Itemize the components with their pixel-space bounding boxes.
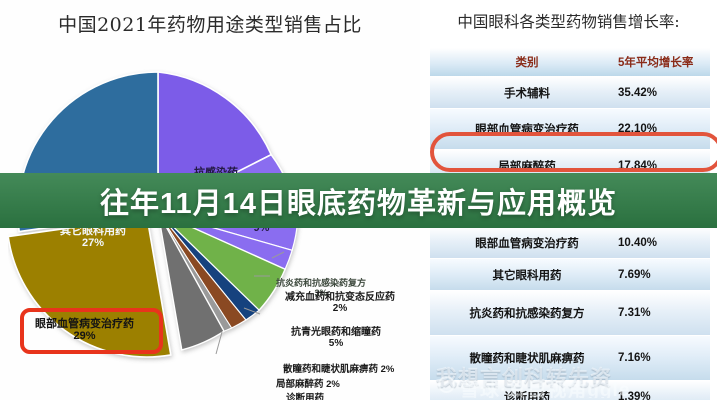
banner-title-text: 往年11月14日眼底药物革新与应用概览 bbox=[100, 187, 617, 220]
table-cell-value: 10.40% bbox=[618, 236, 658, 249]
table-row[interactable]: 手术辅料 35.42% bbox=[430, 77, 710, 109]
table-cell-category: 散瞳药和睫状肌麻痹药 bbox=[469, 353, 585, 365]
table-row[interactable]: 抗炎药和抗感染药复方 7.31% bbox=[430, 291, 710, 336]
table-title: 中国眼科各类型药物销售增长率: bbox=[457, 13, 680, 31]
pie-label-other-ophthalmic: 其它眼科用药 27% bbox=[60, 225, 126, 250]
table-cell-category: 诊断用药 bbox=[504, 391, 550, 400]
table-header-row: 类别 5年平均增长率 bbox=[430, 48, 710, 77]
table-cell-value: 1.39% bbox=[618, 390, 651, 400]
pie-chart-title: 中国2021年药物用途类型销售占比 bbox=[58, 14, 362, 36]
pie-slice-surgical-supply bbox=[157, 211, 225, 351]
title-banner: 往年11月14日眼底药物革新与应用概览 bbox=[0, 173, 717, 228]
table-row[interactable]: 散瞳药和睫状肌麻痹药 7.16% bbox=[430, 336, 710, 381]
table-header-value: 5年平均增长率 bbox=[618, 57, 694, 69]
pie-leader-lines bbox=[215, 251, 285, 355]
table-cell-value: 7.69% bbox=[618, 268, 651, 281]
table-cell-category: 手术辅料 bbox=[504, 87, 550, 100]
pie-label-mydriatic: 散瞳药和睫状肌麻痹药 2% bbox=[283, 364, 395, 375]
table-cell-value: 35.42% bbox=[618, 86, 658, 99]
table-cell-value: 7.16% bbox=[618, 352, 651, 364]
table-row[interactable]: 眼部血管病变治疗药 10.40% bbox=[430, 227, 710, 259]
pie-label-local-anesthetic: 局部麻醉药 2% bbox=[276, 379, 340, 390]
table-row[interactable]: 其它眼科用药 7.69% bbox=[430, 259, 710, 291]
table-highlight-box bbox=[430, 132, 717, 172]
table-cell-category: 其它眼科用药 bbox=[492, 269, 562, 282]
pie-slice-vascular-group bbox=[8, 216, 172, 358]
table-cell-value: 7.31% bbox=[618, 307, 651, 319]
pie-highlight-box bbox=[20, 308, 163, 354]
pie-slice-vascular bbox=[8, 216, 172, 358]
pie-label-vascular: 眼部血管病变治疗药 29% bbox=[35, 318, 134, 343]
table-cell-category: 抗炎药和抗感染药复方 bbox=[469, 308, 585, 320]
pie-label-diagnostic: 诊断用药 1% bbox=[286, 393, 325, 400]
pie-label-compound: 抗炎药和抗感染药复方 3% bbox=[276, 278, 367, 299]
table-header-category: 类别 bbox=[515, 57, 539, 69]
table-row[interactable]: 诊断用药 1.39% bbox=[430, 381, 710, 400]
pie-label-decongestant: 减充血药和抗变态反应药 2% bbox=[285, 292, 395, 315]
table-cell-category: 眼部血管病变治疗药 bbox=[475, 237, 579, 250]
pie-label-glaucoma: 抗青光眼药和缩瞳药 5% bbox=[291, 327, 381, 350]
